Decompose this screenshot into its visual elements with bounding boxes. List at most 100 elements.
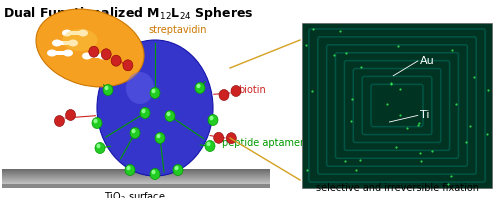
Point: [387, 82, 395, 85]
Point: [448, 49, 456, 52]
Bar: [2, 169, 270, 170]
Ellipse shape: [195, 83, 205, 93]
Text: Au: Au: [420, 56, 434, 66]
Bar: [2, 170, 270, 171]
Bar: [2, 181, 270, 182]
Bar: [302, 23, 492, 188]
Ellipse shape: [152, 89, 156, 93]
Point: [452, 102, 460, 106]
Ellipse shape: [68, 39, 78, 47]
Ellipse shape: [174, 166, 178, 170]
Ellipse shape: [156, 134, 160, 138]
Ellipse shape: [52, 39, 62, 47]
Bar: [2, 171, 270, 172]
Ellipse shape: [96, 144, 100, 148]
Ellipse shape: [126, 166, 130, 170]
Ellipse shape: [125, 165, 135, 175]
Text: biotin: biotin: [238, 85, 266, 95]
Point: [470, 76, 478, 79]
Point: [336, 30, 344, 33]
Ellipse shape: [210, 116, 214, 120]
Ellipse shape: [155, 132, 165, 144]
Point: [356, 159, 364, 162]
Ellipse shape: [92, 117, 102, 129]
Ellipse shape: [150, 168, 160, 180]
Bar: [2, 180, 270, 181]
Point: [403, 126, 411, 129]
Point: [484, 88, 492, 91]
Ellipse shape: [95, 143, 105, 153]
Ellipse shape: [206, 142, 210, 146]
Bar: [87, 54, 103, 58]
Bar: [2, 182, 270, 183]
Point: [416, 151, 424, 155]
Ellipse shape: [78, 30, 88, 36]
Ellipse shape: [142, 109, 146, 113]
Point: [447, 174, 455, 177]
Ellipse shape: [62, 29, 98, 51]
Point: [428, 149, 436, 152]
Ellipse shape: [226, 133, 236, 144]
Point: [396, 87, 404, 90]
Point: [342, 51, 350, 55]
Point: [340, 160, 348, 163]
Point: [308, 90, 316, 93]
Ellipse shape: [152, 170, 156, 174]
Ellipse shape: [205, 141, 215, 151]
Ellipse shape: [54, 115, 64, 127]
Bar: [67, 31, 83, 35]
Point: [417, 159, 425, 163]
Point: [348, 97, 356, 101]
Bar: [2, 175, 270, 176]
Ellipse shape: [173, 165, 183, 175]
Ellipse shape: [94, 119, 98, 123]
Point: [330, 54, 338, 57]
Ellipse shape: [62, 30, 72, 36]
Ellipse shape: [63, 50, 73, 56]
Point: [352, 169, 360, 172]
Bar: [52, 51, 68, 55]
Bar: [2, 179, 270, 180]
Text: Dual Functionalized M$_{12}$L$_{24}$ Spheres: Dual Functionalized M$_{12}$L$_{24}$ Sph…: [3, 5, 254, 22]
Point: [483, 132, 491, 135]
Ellipse shape: [111, 55, 121, 66]
Point: [394, 45, 402, 48]
Ellipse shape: [214, 132, 224, 143]
Point: [309, 28, 317, 31]
Point: [302, 43, 310, 47]
Bar: [2, 172, 270, 173]
Ellipse shape: [104, 86, 108, 90]
Bar: [2, 176, 270, 177]
Bar: [2, 174, 270, 188]
Ellipse shape: [82, 52, 92, 60]
Point: [466, 125, 474, 128]
Ellipse shape: [126, 72, 154, 104]
Bar: [2, 174, 270, 175]
Ellipse shape: [231, 86, 241, 96]
Ellipse shape: [98, 52, 108, 60]
Bar: [2, 178, 270, 179]
Ellipse shape: [103, 85, 113, 95]
Point: [357, 66, 365, 69]
Ellipse shape: [36, 9, 144, 87]
Ellipse shape: [166, 112, 170, 116]
Ellipse shape: [140, 108, 150, 118]
Point: [383, 103, 391, 106]
Ellipse shape: [150, 88, 160, 98]
Ellipse shape: [123, 60, 133, 71]
Text: streptavidin: streptavidin: [148, 25, 206, 35]
Text: selective and irreversible fixation: selective and irreversible fixation: [316, 183, 478, 193]
Point: [387, 82, 395, 85]
Text: TiO$_2$ surface: TiO$_2$ surface: [104, 190, 166, 198]
Bar: [2, 173, 270, 174]
Text: Ti: Ti: [420, 110, 430, 120]
Ellipse shape: [89, 46, 99, 57]
Point: [392, 145, 400, 148]
Ellipse shape: [66, 109, 76, 121]
Ellipse shape: [165, 110, 175, 122]
Bar: [2, 177, 270, 178]
Ellipse shape: [132, 129, 136, 133]
Ellipse shape: [219, 89, 229, 101]
Text: peptide aptamer: peptide aptamer: [222, 138, 304, 148]
Ellipse shape: [47, 50, 57, 56]
